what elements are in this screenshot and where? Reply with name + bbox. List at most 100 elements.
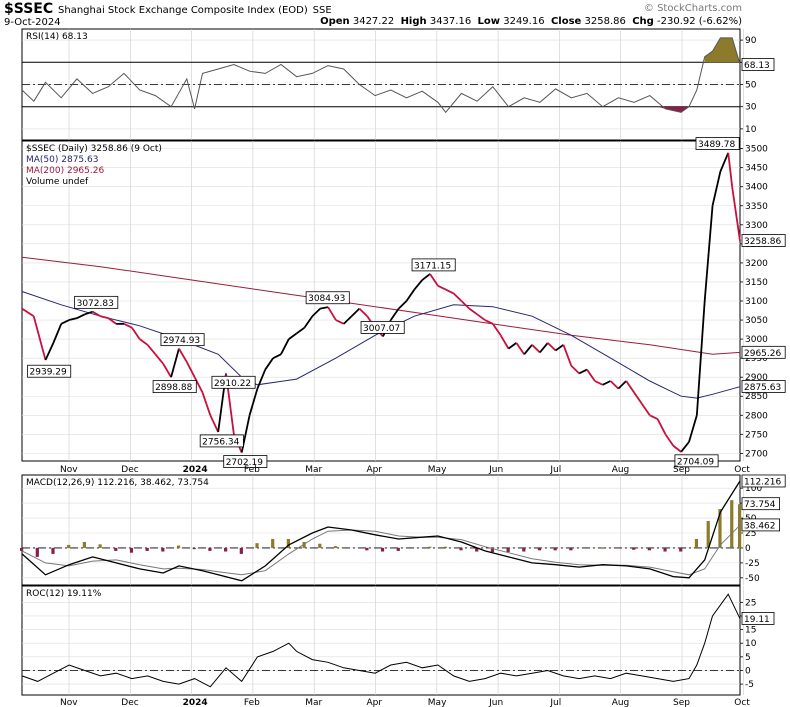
- price-annotation-box: [674, 454, 719, 468]
- price-segment: [484, 319, 494, 325]
- roc-axis-tick-label: 25: [745, 598, 756, 608]
- price-segment: [84, 310, 93, 316]
- month-label: Dec: [121, 465, 138, 475]
- price-segment: [570, 365, 580, 375]
- price-segment: [547, 342, 557, 352]
- ohlc-chg-label: Chg: [632, 16, 654, 27]
- chart-date: 9-Oct-2024: [4, 17, 61, 28]
- month-label: Aug: [612, 465, 630, 475]
- price-segment: [468, 307, 478, 316]
- price-axis-tick-label: 3000: [745, 335, 768, 345]
- volume-legend: Volume undef: [26, 177, 89, 187]
- price-segment: [719, 152, 730, 172]
- price-segment: [201, 392, 212, 416]
- ma50-current-tag: 2875.63: [744, 383, 781, 393]
- month-label: Feb: [244, 465, 260, 475]
- price-segment: [445, 288, 454, 295]
- macd-histogram-bar: [443, 546, 447, 548]
- price-segment: [178, 348, 188, 363]
- price-annotation: 2898.88: [155, 383, 192, 393]
- price-segment: [390, 308, 400, 321]
- price-axis-tick-label: 3400: [745, 183, 768, 193]
- month-label: Jul: [549, 465, 561, 475]
- ma200-current-tag: 2965.26: [744, 349, 781, 359]
- macd-axis-tick-label: 0: [745, 544, 751, 554]
- rsi-current-tag: 68.13: [744, 61, 770, 71]
- price-annotation: 2974.93: [163, 336, 200, 346]
- ohlc-high-label: High: [400, 16, 427, 27]
- macd-histogram-bar: [506, 547, 510, 553]
- price-segment: [343, 315, 353, 325]
- macd-histogram-bar: [365, 547, 369, 551]
- price-segment: [656, 418, 667, 435]
- price-segment: [405, 289, 416, 302]
- price-segment: [602, 380, 611, 386]
- price-segment: [703, 205, 714, 302]
- ohlc-high-value: 3437.16: [429, 16, 472, 27]
- month-label: Oct: [734, 465, 750, 475]
- month-label-bottom: Apr: [367, 698, 383, 707]
- price-segment: [327, 306, 337, 321]
- price-axis-tick-label: 3300: [745, 221, 768, 231]
- rsi-legend: RSI(14) 68.13: [26, 32, 88, 42]
- macd-histogram-bar: [380, 547, 385, 552]
- macd-histogram-bar: [98, 544, 102, 548]
- macd-histogram-bar: [632, 547, 636, 550]
- macd-histogram-bar: [271, 538, 275, 548]
- price-segment: [311, 307, 321, 317]
- month-label-bottom: 2024: [183, 698, 208, 707]
- ohlc-chg-value: -230.92 (-6.62%): [657, 16, 742, 27]
- rsi-line: [21, 37, 741, 114]
- roc-axis-tick-label: 5: [745, 653, 751, 663]
- price-segment: [586, 369, 596, 382]
- price-annotation: 3072.83: [77, 299, 114, 309]
- month-label-bottom: Dec: [121, 698, 138, 707]
- price-annotation-box: [152, 380, 197, 394]
- ohlc-open-label: Open: [320, 16, 350, 27]
- price-legend: $SSEC (Daily) 3258.86 (9 Oct): [26, 144, 162, 154]
- price-axis-tick-label: 3450: [745, 164, 768, 174]
- price-segment: [107, 317, 117, 325]
- price-segment: [429, 273, 439, 287]
- price-segment: [320, 306, 329, 310]
- price-annotation-box: [211, 375, 256, 389]
- ma50-current-tag-box: [741, 380, 786, 393]
- price-segment: [515, 342, 525, 355]
- macd-histogram-bar: [302, 541, 306, 548]
- price-segment: [21, 307, 35, 317]
- price-annotation: 3084.93: [308, 294, 345, 304]
- ma200-current-tag-box: [741, 345, 786, 359]
- month-label-bottom: Oct: [734, 698, 750, 707]
- macd-line: [21, 480, 741, 582]
- macd-histogram-bar: [82, 541, 86, 548]
- price-segment: [154, 353, 164, 365]
- price-annotation-box: [223, 455, 268, 468]
- price-segment: [594, 380, 604, 386]
- roc-line: [21, 593, 741, 688]
- price-segment: [555, 344, 564, 352]
- price-segment: [578, 368, 588, 375]
- macd-histogram-bar: [679, 547, 683, 552]
- price-segment: [100, 315, 109, 320]
- macd-current-tag-box: [741, 474, 786, 488]
- price-segment: [193, 376, 204, 393]
- rsi-overbought-fill: [704, 37, 740, 63]
- month-label-bottom: Nov: [60, 698, 78, 707]
- price-segment: [507, 342, 517, 350]
- price-segment: [32, 316, 47, 361]
- price-segment: [664, 433, 675, 447]
- price-annotation-box: [199, 434, 244, 448]
- price-segment: [358, 307, 368, 317]
- price-axis-tick-label: 3200: [745, 259, 768, 269]
- macd-histogram-bar: [286, 538, 290, 548]
- ohlc-close-label: Close: [550, 16, 582, 27]
- macd-histogram-bar: [706, 521, 710, 548]
- macd-axis-tick-label: 100: [745, 484, 762, 494]
- macd-signal-tag-box: [741, 518, 780, 532]
- price-segment: [209, 414, 219, 433]
- rsi-axis-tick-label: 90: [745, 36, 757, 46]
- price-segment: [162, 363, 172, 378]
- macd-histogram-bar: [208, 547, 212, 551]
- price-segment: [92, 310, 101, 318]
